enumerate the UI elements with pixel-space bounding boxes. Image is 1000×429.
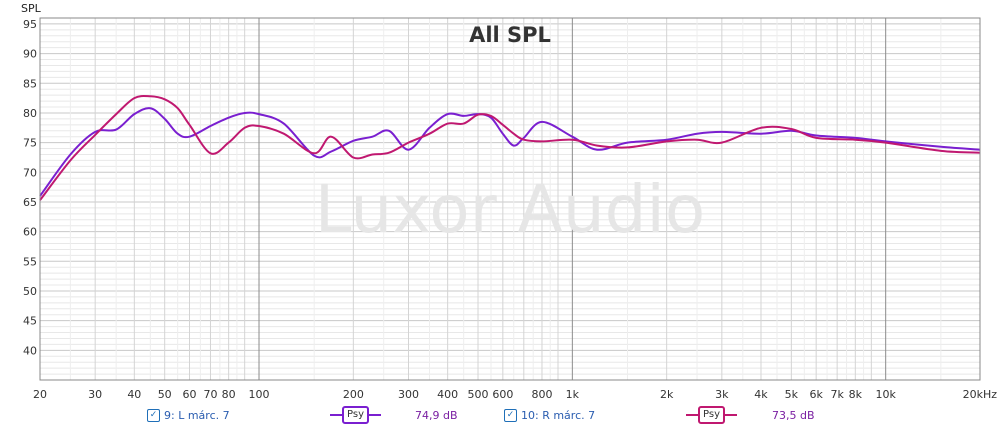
watermark: Luxor Audio [315, 171, 706, 248]
x-tick-label: 1k [566, 388, 580, 401]
grid [39, 17, 981, 381]
x-tick-labels: 20 30 40 50 60 70 80 100 200 300 400 500 600 800 1k 2k 3… [33, 388, 997, 401]
psy-line-right-l [368, 414, 381, 416]
x-tick-label: 70 [203, 388, 217, 401]
x-tick-label: 7k [830, 388, 844, 401]
x-tick-label: 5k [785, 388, 799, 401]
y-tick-label: 70 [23, 166, 37, 179]
legend-value-r: 73,5 dB [772, 408, 815, 422]
psy-box-r: Psy [698, 406, 725, 424]
legend-value-l-wrap: 74,9 dB [415, 404, 458, 426]
x-tick-label: 20 [33, 388, 47, 401]
psy-indicator-l: Psy [330, 406, 381, 424]
y-tick-label: 40 [23, 344, 37, 357]
x-tick-label: 8k [849, 388, 863, 401]
psy-line-left-r [686, 414, 698, 416]
checkbox-l[interactable]: ✓ [147, 408, 160, 422]
x-tick-label: 300 [398, 388, 419, 401]
legend-label-l: 9: L márc. 7 [164, 408, 230, 422]
x-tick-label: 3k [715, 388, 729, 401]
legend-value-l: 74,9 dB [415, 408, 458, 422]
y-tick-label: 80 [23, 107, 37, 120]
y-tick-label: 60 [23, 226, 37, 239]
y-tick-label: 75 [23, 137, 37, 150]
psy-line-right-r [724, 414, 737, 416]
psy-badge-r[interactable]: Psy [686, 404, 737, 426]
x-tick-label: 30 [88, 388, 102, 401]
x-tick-label: 20kHz [963, 388, 998, 401]
y-tick-labels: 40 45 50 55 60 65 70 75 80 85 90 95 [23, 18, 37, 357]
x-tick-label: 60 [182, 388, 196, 401]
series-line-l [39, 107, 981, 197]
series-group [39, 94, 981, 201]
plot-frame [39, 17, 981, 381]
x-tick-label: 50 [158, 388, 172, 401]
x-tick-label: 400 [437, 388, 458, 401]
x-tick-label: 800 [531, 388, 552, 401]
x-tick-label: 600 [492, 388, 513, 401]
x-tick-label: 200 [343, 388, 364, 401]
x-tick-label: 4k [754, 388, 768, 401]
y-tick-label: 55 [23, 255, 37, 268]
x-tick-label: 500 [468, 388, 489, 401]
x-tick-label: 10k [875, 388, 896, 401]
y-tick-label: 95 [23, 18, 37, 31]
psy-box-l: Psy [342, 406, 369, 424]
psy-line-left-l [330, 414, 342, 416]
y-tick-label: 45 [23, 315, 37, 328]
chart-title: All SPL [469, 23, 551, 47]
x-tick-label: 80 [222, 388, 236, 401]
legend-value-r-wrap: 73,5 dB [772, 404, 815, 426]
y-tick-label: 85 [23, 77, 37, 90]
legend-item-l[interactable]: ✓ 9: L márc. 7 [147, 404, 230, 426]
y-tick-label: 50 [23, 285, 37, 298]
legend-label-r: 10: R márc. 7 [521, 408, 596, 422]
x-tick-label: 2k [660, 388, 674, 401]
x-tick-label: 6k [809, 388, 823, 401]
y-axis-label: SPL [21, 2, 42, 15]
psy-indicator-r: Psy [686, 406, 737, 424]
x-tick-label: 100 [249, 388, 270, 401]
y-tick-label: 65 [23, 196, 37, 209]
checkbox-r[interactable]: ✓ [504, 408, 517, 422]
legend-item-r[interactable]: ✓ 10: R márc. 7 [504, 404, 595, 426]
series-line-r [39, 94, 981, 201]
y-tick-label: 90 [23, 48, 37, 61]
x-tick-label: 40 [127, 388, 141, 401]
spl-chart: Luxor Audio All SPL SPL 40 45 50 55 60 65 70 75… [21, 2, 997, 401]
psy-badge-l[interactable]: Psy [330, 404, 381, 426]
